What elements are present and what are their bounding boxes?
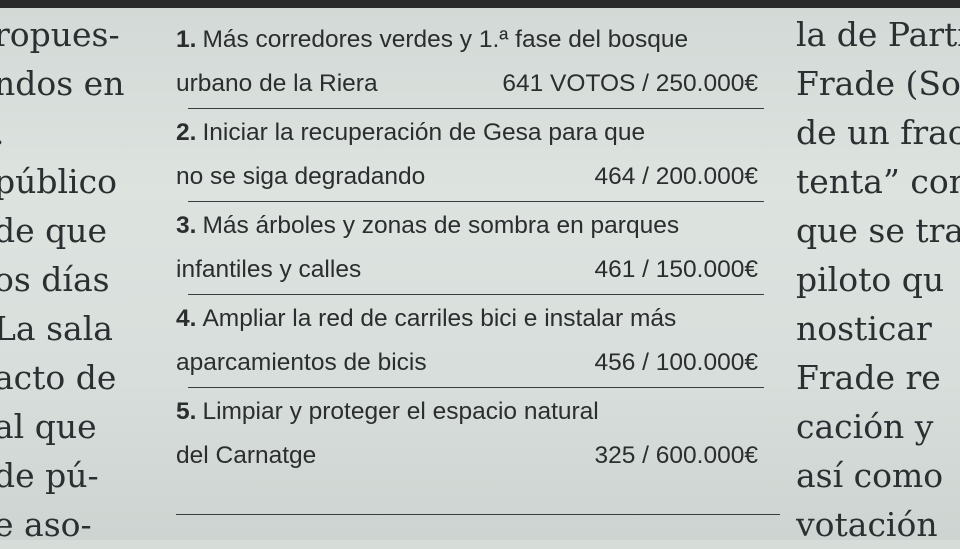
item-second-line: infantiles y calles 461 / 150.000€ — [176, 248, 782, 292]
right-column-line: de un fraca — [796, 113, 960, 152]
item-number: 1. — [176, 26, 197, 53]
item-title-continued: del Carnatge — [176, 442, 317, 469]
left-column-line: público — [0, 162, 117, 201]
result-item-1: 1. Más corredores verdes y 1.ª fase del b… — [176, 18, 782, 109]
item-title: Iniciar la recuperación de Gesa para que — [202, 119, 646, 146]
result-item-4: 4. Ampliar la red de carriles bici e inst… — [176, 297, 782, 388]
right-column-line: Frade (Sor — [796, 64, 960, 103]
divider — [188, 294, 764, 295]
left-column-line: . — [0, 108, 144, 157]
item-number: 5. — [176, 398, 197, 425]
right-column-line: cación y — [796, 407, 934, 446]
divider — [188, 108, 764, 109]
left-column-line: e aso- — [0, 505, 92, 544]
left-column-line: de pú- — [0, 456, 99, 495]
result-item-5: 5. Limpiar y proteger el espacio natural … — [176, 390, 782, 478]
item-number: 4. — [176, 305, 197, 332]
item-title-line: 5. Limpiar y proteger el espacio natural — [176, 390, 782, 434]
right-column-line: así como — [796, 456, 944, 495]
left-column-line: os días — [0, 260, 110, 299]
item-second-line: aparcamientos de bicis 456 / 100.000€ — [176, 341, 782, 385]
item-title-line: 4. Ampliar la red de carriles bici e inst… — [176, 297, 782, 341]
item-number: 2. — [176, 119, 197, 146]
item-votes-budget: 461 / 150.000€ — [594, 256, 759, 283]
left-column-line: al que — [0, 407, 97, 446]
right-column-line: tenta” con — [796, 162, 960, 201]
bottom-divider — [176, 514, 780, 515]
right-column-line: nosticar — [796, 309, 932, 348]
divider — [188, 387, 764, 388]
item-title-continued: aparcamientos de bicis — [176, 349, 427, 376]
left-text-column: ropues- ndos en . público de que os días… — [0, 10, 144, 549]
left-column-line: La sala — [0, 309, 113, 348]
item-title-continued: urbano de la Riera — [176, 70, 378, 97]
right-column-line: Frade re — [796, 358, 941, 397]
item-number: 3. — [176, 212, 197, 239]
left-column-line: de que — [0, 211, 108, 250]
item-title-line: 2. Iniciar la recuperación de Gesa para q… — [176, 111, 782, 155]
result-item-3: 3. Más árboles y zonas de sombra en parqu… — [176, 204, 782, 295]
scanner-top-edge — [0, 0, 960, 8]
item-second-line: del Carnatge 325 / 600.000€ — [176, 434, 782, 478]
left-column-line: acto de — [0, 358, 117, 397]
right-column-line: la de Parti — [796, 15, 960, 54]
item-title-line: 1. Más corredores verdes y 1.ª fase del b… — [176, 18, 782, 62]
left-column-line: ropues- — [0, 15, 120, 54]
item-votes-budget: 325 / 600.000€ — [594, 442, 759, 469]
vote-results-list: 1. Más corredores verdes y 1.ª fase del b… — [176, 18, 782, 478]
item-second-line: no se siga degradando 464 / 200.000€ — [176, 155, 782, 199]
item-votes-budget: 464 / 200.000€ — [594, 163, 759, 190]
item-title-line: 3. Más árboles y zonas de sombra en parqu… — [176, 204, 782, 248]
item-title: Ampliar la red de carriles bici e instal… — [202, 305, 677, 332]
item-title: Limpiar y proteger el espacio natural — [202, 398, 599, 425]
right-column-line: que se tra — [796, 211, 960, 250]
right-text-column: la de Parti Frade (Sor de un fraca tenta… — [796, 10, 960, 549]
item-title: Más corredores verdes y 1.ª fase del bos… — [202, 26, 689, 53]
item-second-line: urbano de la Riera 641 VOTOS / 250.000€ — [176, 62, 782, 106]
item-title: Más árboles y zonas de sombra en parques — [202, 212, 680, 239]
divider — [188, 201, 764, 202]
right-column-line: piloto qu — [796, 260, 945, 299]
result-item-2: 2. Iniciar la recuperación de Gesa para q… — [176, 111, 782, 202]
left-column-line: ndos en — [0, 64, 125, 103]
item-title-continued: no se siga degradando — [176, 163, 426, 190]
item-title-continued: infantiles y calles — [176, 256, 362, 283]
right-column-line: votación — [796, 505, 938, 544]
item-votes-budget: 641 VOTOS / 250.000€ — [502, 70, 758, 97]
item-votes-budget: 456 / 100.000€ — [594, 349, 759, 376]
